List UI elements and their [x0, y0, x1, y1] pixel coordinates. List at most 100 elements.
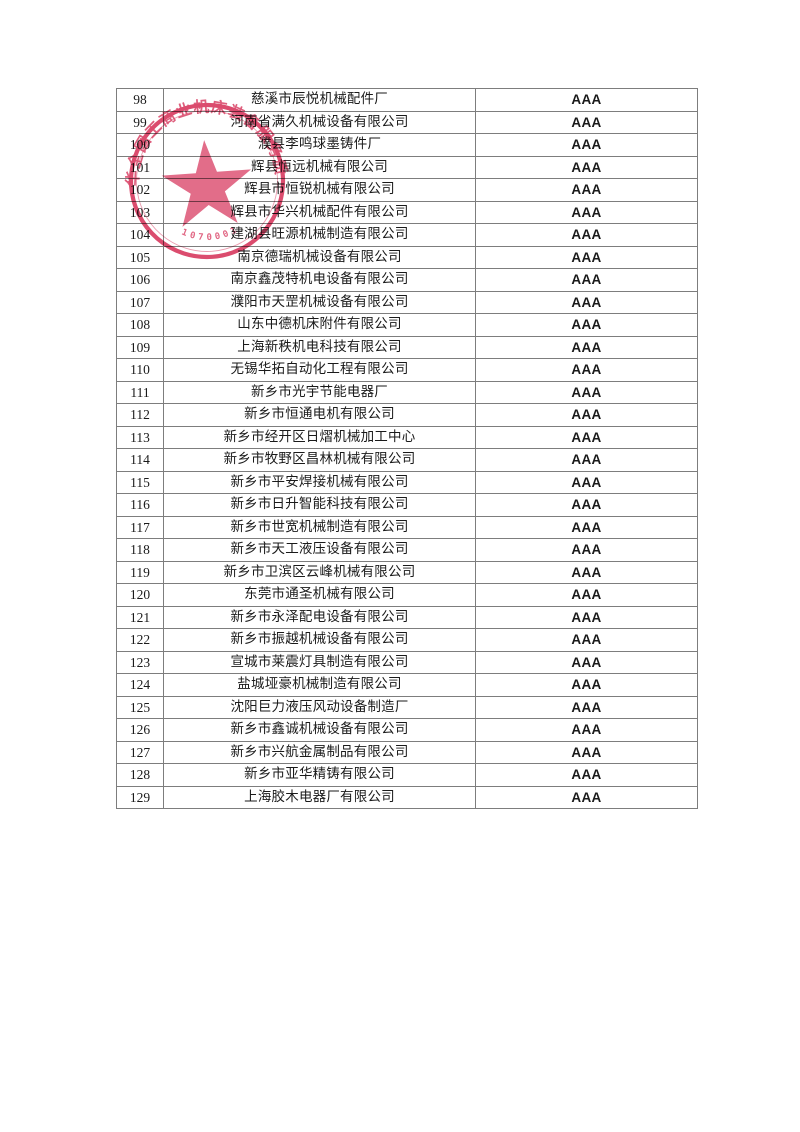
- grade-cell: AAA: [475, 380, 698, 404]
- company-name-cell: 新乡市日升智能科技有限公司: [163, 493, 476, 517]
- row-index-cell: 107: [116, 290, 164, 314]
- grade-cell: AAA: [475, 470, 698, 494]
- table-row: 101 辉县恒远机械有限公司 AAA: [116, 155, 698, 179]
- grade-cell: AAA: [475, 155, 698, 179]
- grade-cell: AAA: [475, 425, 698, 449]
- row-index-cell: 122: [116, 628, 164, 652]
- table-row: 113 新乡市经开区日熠机械加工中心 AAA: [116, 425, 698, 449]
- grade-cell: AAA: [475, 515, 698, 539]
- grade-cell: AAA: [475, 133, 698, 157]
- table-row: 109 上海新秩机电科技有限公司 AAA: [116, 335, 698, 359]
- company-name-cell: 山东中德机床附件有限公司: [163, 313, 476, 337]
- grade-cell: AAA: [475, 200, 698, 224]
- company-name-cell: 新乡市牧野区昌林机械有限公司: [163, 448, 476, 472]
- row-index-cell: 105: [116, 245, 164, 269]
- table-row: 119 新乡市卫滨区云峰机械有限公司 AAA: [116, 560, 698, 584]
- table-row: 121 新乡市永泽配电设备有限公司 AAA: [116, 605, 698, 629]
- table-row: 108 山东中德机床附件有限公司 AAA: [116, 313, 698, 337]
- company-name-cell: 新乡市世宽机械制造有限公司: [163, 515, 476, 539]
- grade-cell: AAA: [475, 605, 698, 629]
- table-row: 127 新乡市兴航金属制品有限公司 AAA: [116, 740, 698, 764]
- grade-cell: AAA: [475, 223, 698, 247]
- company-name-cell: 宣城市莱震灯具制造有限公司: [163, 650, 476, 674]
- grade-cell: AAA: [475, 785, 698, 809]
- company-name-cell: 新乡市永泽配电设备有限公司: [163, 605, 476, 629]
- grade-cell: AAA: [475, 583, 698, 607]
- table-row: 120 东莞市通圣机械有限公司 AAA: [116, 583, 698, 607]
- table-row: 99 河南省满久机械设备有限公司 AAA: [116, 110, 698, 134]
- row-index-cell: 114: [116, 448, 164, 472]
- company-name-cell: 新乡市经开区日熠机械加工中心: [163, 425, 476, 449]
- grade-cell: AAA: [475, 695, 698, 719]
- row-index-cell: 123: [116, 650, 164, 674]
- row-index-cell: 108: [116, 313, 164, 337]
- row-index-cell: 100: [116, 133, 164, 157]
- company-name-cell: 濮阳市天罡机械设备有限公司: [163, 290, 476, 314]
- grade-cell: AAA: [475, 448, 698, 472]
- table-row: 111 新乡市光宇节能电器厂 AAA: [116, 380, 698, 404]
- grade-cell: AAA: [475, 763, 698, 787]
- company-name-cell: 辉县恒远机械有限公司: [163, 155, 476, 179]
- row-index-cell: 119: [116, 560, 164, 584]
- table-row: 102 辉县市恒锐机械有限公司 AAA: [116, 178, 698, 202]
- row-index-cell: 113: [116, 425, 164, 449]
- row-index-cell: 109: [116, 335, 164, 359]
- company-name-cell: 上海新秩机电科技有限公司: [163, 335, 476, 359]
- row-index-cell: 111: [116, 380, 164, 404]
- table-row: 110 无锡华拓自动化工程有限公司 AAA: [116, 358, 698, 382]
- company-name-cell: 新乡市振越机械设备有限公司: [163, 628, 476, 652]
- grade-cell: AAA: [475, 493, 698, 517]
- row-index-cell: 127: [116, 740, 164, 764]
- grade-cell: AAA: [475, 335, 698, 359]
- row-index-cell: 115: [116, 470, 164, 494]
- table-row: 114 新乡市牧野区昌林机械有限公司 AAA: [116, 448, 698, 472]
- table-row: 128 新乡市亚华精铸有限公司 AAA: [116, 763, 698, 787]
- table-row: 105 南京德瑞机械设备有限公司 AAA: [116, 245, 698, 269]
- grade-cell: AAA: [475, 358, 698, 382]
- grade-cell: AAA: [475, 538, 698, 562]
- grade-cell: AAA: [475, 628, 698, 652]
- grade-cell: AAA: [475, 268, 698, 292]
- row-index-cell: 102: [116, 178, 164, 202]
- company-name-cell: 新乡市平安焊接机械有限公司: [163, 470, 476, 494]
- grade-cell: AAA: [475, 740, 698, 764]
- row-index-cell: 118: [116, 538, 164, 562]
- row-index-cell: 104: [116, 223, 164, 247]
- company-name-cell: 河南省满久机械设备有限公司: [163, 110, 476, 134]
- company-name-cell: 沈阳巨力液压风动设备制造厂: [163, 695, 476, 719]
- grade-cell: AAA: [475, 673, 698, 697]
- company-name-cell: 盐城垭豪机械制造有限公司: [163, 673, 476, 697]
- grade-cell: AAA: [475, 403, 698, 427]
- grade-cell: AAA: [475, 178, 698, 202]
- row-index-cell: 117: [116, 515, 164, 539]
- company-name-cell: 南京德瑞机械设备有限公司: [163, 245, 476, 269]
- table-row: 129 上海胶木电器厂有限公司 AAA: [116, 785, 698, 809]
- table-row: 116 新乡市日升智能科技有限公司 AAA: [116, 493, 698, 517]
- company-name-cell: 上海胶木电器厂有限公司: [163, 785, 476, 809]
- company-name-cell: 新乡市亚华精铸有限公司: [163, 763, 476, 787]
- grade-cell: AAA: [475, 88, 698, 112]
- table-row: 106 南京鑫茂特机电设备有限公司 AAA: [116, 268, 698, 292]
- row-index-cell: 128: [116, 763, 164, 787]
- row-index-cell: 129: [116, 785, 164, 809]
- company-name-cell: 濮县李鸣球墨铸件厂: [163, 133, 476, 157]
- row-index-cell: 125: [116, 695, 164, 719]
- row-index-cell: 101: [116, 155, 164, 179]
- company-roster-table: 98 慈溪市辰悦机械配件厂 AAA 99 河南省满久机械设备有限公司 AAA 100 濮县李鸣…: [116, 88, 698, 809]
- table-row: 112 新乡市恒通电机有限公司 AAA: [116, 403, 698, 427]
- table-row: 118 新乡市天工液压设备有限公司 AAA: [116, 538, 698, 562]
- company-name-cell: 新乡市光宇节能电器厂: [163, 380, 476, 404]
- company-name-cell: 新乡市卫滨区云峰机械有限公司: [163, 560, 476, 584]
- company-name-cell: 新乡市兴航金属制品有限公司: [163, 740, 476, 764]
- company-name-cell: 新乡市恒通电机有限公司: [163, 403, 476, 427]
- company-name-cell: 辉县市恒锐机械有限公司: [163, 178, 476, 202]
- grade-cell: AAA: [475, 290, 698, 314]
- table-row: 125 沈阳巨力液压风动设备制造厂 AAA: [116, 695, 698, 719]
- company-name-cell: 慈溪市辰悦机械配件厂: [163, 88, 476, 112]
- company-name-cell: 南京鑫茂特机电设备有限公司: [163, 268, 476, 292]
- row-index-cell: 106: [116, 268, 164, 292]
- table-row: 115 新乡市平安焊接机械有限公司 AAA: [116, 470, 698, 494]
- row-index-cell: 112: [116, 403, 164, 427]
- grade-cell: AAA: [475, 110, 698, 134]
